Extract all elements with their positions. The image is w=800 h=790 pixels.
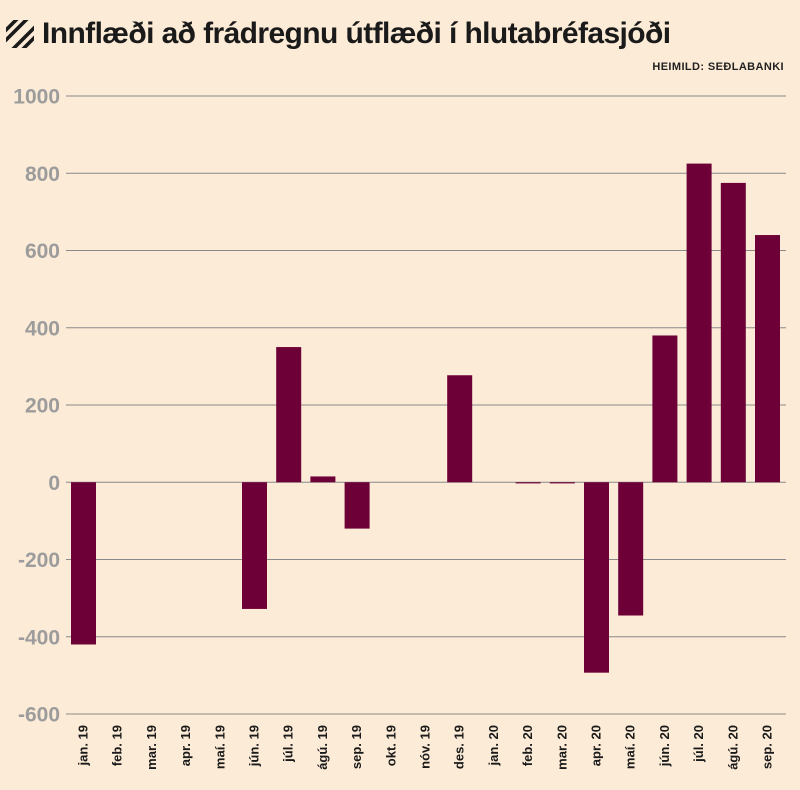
bars [71, 163, 780, 673]
x-tick-label: maí. 20 [623, 725, 638, 769]
bar-16 [584, 482, 609, 673]
x-tick-label: des. 19 [452, 725, 467, 769]
x-tick-label: sep. 20 [760, 725, 775, 769]
y-axis-ticks: 1000 800 600 400 200 0 -200 -400 -600 [13, 86, 60, 727]
bar-12 [447, 375, 473, 483]
y-tick-label: 400 [25, 317, 60, 340]
bar-15 [549, 482, 575, 484]
bar-6 [242, 482, 267, 609]
x-tick-label: ágú. 19 [315, 725, 330, 770]
x-tick-label: jún. 20 [657, 725, 672, 767]
bar-20 [720, 182, 746, 483]
x-tick-label: jan. 19 [76, 725, 91, 766]
x-tick-label: jan. 20 [486, 725, 501, 766]
chart-title: Innflæði að frádregnu útflæði í hlutabré… [42, 17, 671, 50]
x-tick-label: feb. 20 [520, 725, 535, 766]
chart-header: Innflæði að frádregnu útflæði í hlutabré… [6, 14, 671, 54]
x-tick-label: apr. 19 [178, 725, 193, 766]
bar-19 [686, 163, 712, 483]
x-tick-label: feb. 19 [110, 725, 125, 766]
bar-18 [652, 335, 678, 483]
bar-21 [755, 235, 780, 483]
y-tick-label: 0 [48, 472, 60, 495]
y-tick-label: -400 [18, 626, 60, 649]
y-tick-label: 1000 [13, 86, 60, 109]
source-label: HEIMILD: SEÐLABANKI [652, 61, 784, 73]
y-tick-label: -600 [18, 704, 60, 727]
bar-17 [618, 482, 644, 616]
x-tick-label: okt. 19 [383, 725, 398, 766]
y-tick-label: 800 [25, 163, 60, 186]
x-tick-label: júl. 20 [691, 725, 706, 763]
y-tick-label: 200 [25, 395, 60, 418]
bar-9 [344, 482, 370, 529]
bar-8 [310, 476, 336, 483]
x-tick-label: maí. 19 [212, 725, 227, 769]
x-tick-label: nóv. 19 [418, 725, 433, 769]
bar-7 [276, 347, 302, 483]
x-tick-label: sep. 19 [349, 725, 364, 769]
grid-lines [66, 95, 786, 715]
x-tick-label: ágú. 20 [725, 725, 740, 770]
x-tick-label: júl. 19 [281, 725, 296, 763]
bar-1 [71, 482, 96, 645]
x-axis-ticks: jan. 19 feb. 19 mar. 19 apr. 19 maí. 19 jún. … [76, 725, 775, 770]
x-tick-label: mar. 20 [554, 725, 569, 770]
y-tick-label: -200 [18, 549, 60, 572]
bar-14 [515, 482, 541, 484]
x-tick-label: jún. 19 [247, 725, 262, 767]
hatch-icon [6, 20, 34, 48]
x-tick-label: apr. 20 [589, 725, 604, 766]
y-tick-label: 600 [25, 240, 60, 263]
x-tick-label: mar. 19 [144, 725, 159, 770]
